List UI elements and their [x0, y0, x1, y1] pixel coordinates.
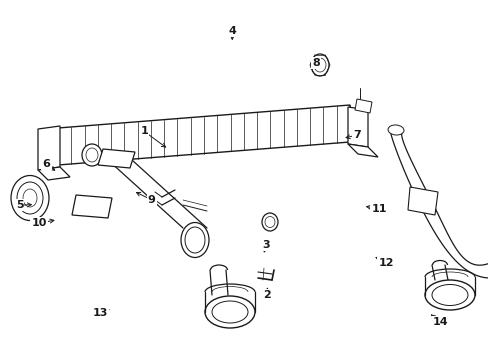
Text: 12: 12 [378, 258, 393, 268]
Ellipse shape [181, 222, 208, 257]
Text: 5: 5 [16, 200, 23, 210]
Ellipse shape [262, 213, 278, 231]
Text: 14: 14 [431, 317, 447, 327]
Text: 10: 10 [31, 218, 47, 228]
Ellipse shape [212, 301, 247, 323]
Ellipse shape [86, 148, 98, 162]
Ellipse shape [82, 144, 102, 166]
Ellipse shape [125, 152, 130, 156]
Polygon shape [354, 99, 371, 113]
Ellipse shape [424, 280, 474, 310]
Text: 6: 6 [42, 159, 50, 169]
Text: 2: 2 [262, 290, 270, 300]
Ellipse shape [103, 198, 109, 203]
Ellipse shape [102, 161, 106, 165]
Text: 8: 8 [312, 58, 320, 68]
Text: 13: 13 [92, 308, 108, 318]
Text: 3: 3 [262, 240, 270, 250]
Polygon shape [347, 107, 367, 147]
Ellipse shape [125, 160, 130, 164]
Text: 7: 7 [352, 130, 360, 140]
Ellipse shape [102, 151, 106, 155]
Ellipse shape [388, 127, 402, 133]
Ellipse shape [264, 216, 274, 228]
Polygon shape [98, 149, 135, 168]
Text: 9: 9 [147, 195, 155, 205]
Text: 11: 11 [370, 204, 386, 214]
Polygon shape [58, 105, 349, 165]
Ellipse shape [76, 208, 82, 213]
Ellipse shape [414, 195, 426, 209]
Ellipse shape [310, 54, 328, 76]
Ellipse shape [107, 152, 125, 164]
Text: 1: 1 [140, 126, 148, 136]
Ellipse shape [11, 175, 49, 220]
Polygon shape [38, 126, 60, 170]
Polygon shape [347, 144, 377, 157]
Text: 4: 4 [228, 26, 236, 36]
Ellipse shape [417, 198, 424, 206]
Ellipse shape [184, 227, 204, 253]
Ellipse shape [17, 182, 43, 214]
Polygon shape [72, 195, 112, 218]
Ellipse shape [23, 189, 37, 207]
Ellipse shape [313, 58, 325, 72]
Ellipse shape [204, 296, 254, 328]
Ellipse shape [76, 197, 82, 202]
Ellipse shape [102, 211, 108, 216]
Ellipse shape [81, 198, 103, 213]
Polygon shape [38, 167, 70, 180]
Ellipse shape [387, 125, 403, 135]
Polygon shape [407, 187, 437, 215]
Ellipse shape [431, 284, 467, 306]
